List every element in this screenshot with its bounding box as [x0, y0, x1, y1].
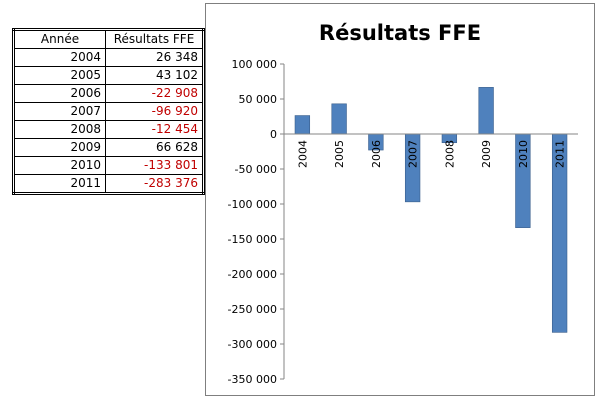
bar-2009 [478, 87, 494, 135]
y-tick-label: -200 000 [228, 268, 277, 281]
x-category-label: 2007 [407, 140, 420, 168]
result-cell: -133 801 [105, 156, 204, 175]
year-cell: 2004 [13, 48, 106, 67]
header-results: Résultats FFE [105, 29, 204, 49]
y-tick-label: -350 000 [228, 373, 277, 386]
table-row: 2011 -283 376 [13, 174, 204, 194]
chart-title: Résultats FFE [319, 21, 481, 45]
table-row: 2004 26 348 [13, 48, 204, 67]
year-cell: 2011 [13, 174, 106, 194]
y-tick-label: 0 [270, 128, 277, 141]
table-body: 2004 26 348 2005 43 102 2006 -22 908 2007 -96 9… [13, 48, 204, 194]
result-cell: 66 628 [105, 138, 204, 157]
y-tick-label: 100 000 [232, 58, 278, 71]
bar-2005 [331, 103, 347, 135]
result-cell: -283 376 [105, 174, 204, 194]
bar-chart: Résultats FFE 100 000 50 000 0 -50 000 -100 … [228, 21, 578, 386]
y-tick-label: -250 000 [228, 303, 277, 316]
table-row: 2008 -12 454 [13, 120, 204, 139]
x-category-label: 2008 [443, 140, 456, 168]
x-category-label: 2009 [480, 140, 493, 168]
results-table: Année Résultats FFE 2004 26 348 2005 43 102… [12, 28, 205, 195]
y-tick-label: -150 000 [228, 233, 277, 246]
year-cell: 2006 [13, 84, 106, 103]
table-row: 2007 -96 920 [13, 102, 204, 121]
x-axis-labels: 2004 2005 2006 2007 2008 2009 2010 2011 [296, 140, 566, 168]
result-cell: -22 908 [105, 84, 204, 103]
year-cell: 2010 [13, 156, 106, 175]
x-category-label: 2006 [370, 140, 383, 168]
year-cell: 2007 [13, 102, 106, 121]
header-year: Année [13, 29, 106, 49]
year-cell: 2005 [13, 66, 106, 85]
result-cell: -12 454 [105, 120, 204, 139]
table-row: 2006 -22 908 [13, 84, 204, 103]
chart-container: Résultats FFE 100 000 50 000 0 -50 000 -100 … [205, 3, 595, 396]
y-tick-label: 50 000 [239, 93, 278, 106]
table-row: 2010 -133 801 [13, 156, 204, 175]
x-category-label: 2004 [296, 140, 309, 168]
table-header-row: Année Résultats FFE [13, 29, 204, 49]
y-tick-label: -50 000 [235, 163, 277, 176]
year-cell: 2008 [13, 120, 106, 139]
y-tick-label: -100 000 [228, 198, 277, 211]
x-category-label: 2011 [554, 140, 567, 168]
year-cell: 2009 [13, 138, 106, 157]
result-cell: 43 102 [105, 66, 204, 85]
y-axis: 100 000 50 000 0 -50 000 -100 000 -150 000 -20… [228, 58, 284, 386]
table-row: 2005 43 102 [13, 66, 204, 85]
x-category-label: 2010 [517, 140, 530, 168]
result-cell: -96 920 [105, 102, 204, 121]
y-tick-label: -300 000 [228, 338, 277, 351]
bar-2004 [294, 115, 311, 135]
bar-series [294, 87, 568, 333]
table-row: 2009 66 628 [13, 138, 204, 157]
x-category-label: 2005 [333, 140, 346, 168]
result-cell: 26 348 [105, 48, 204, 67]
